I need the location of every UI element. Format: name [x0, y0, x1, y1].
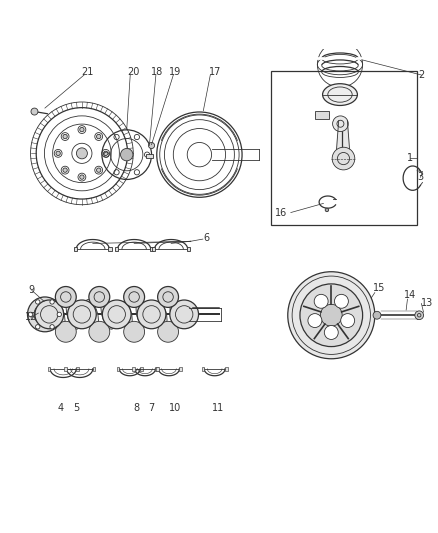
Circle shape — [288, 272, 375, 359]
Circle shape — [325, 208, 328, 212]
Circle shape — [332, 147, 355, 170]
Circle shape — [57, 312, 61, 317]
Circle shape — [158, 287, 179, 308]
Circle shape — [56, 151, 60, 156]
Bar — [271, 71, 417, 225]
Circle shape — [35, 300, 64, 329]
Bar — [225, 367, 228, 370]
Circle shape — [96, 134, 101, 139]
Ellipse shape — [322, 84, 357, 106]
Ellipse shape — [153, 302, 167, 327]
Circle shape — [28, 312, 33, 317]
Bar — [201, 367, 204, 370]
Circle shape — [50, 325, 54, 329]
Bar — [47, 367, 50, 370]
Circle shape — [96, 168, 101, 172]
Circle shape — [335, 294, 348, 308]
Bar — [140, 367, 143, 370]
Circle shape — [55, 321, 76, 342]
Circle shape — [28, 297, 62, 332]
Bar — [150, 247, 153, 251]
Circle shape — [308, 313, 322, 328]
Polygon shape — [336, 120, 350, 156]
Ellipse shape — [119, 302, 132, 327]
Circle shape — [170, 300, 198, 329]
Bar — [187, 247, 190, 251]
Ellipse shape — [51, 300, 65, 329]
Ellipse shape — [136, 302, 150, 327]
Bar — [180, 367, 182, 370]
Ellipse shape — [101, 300, 115, 329]
Text: 17: 17 — [208, 67, 221, 77]
Bar — [74, 247, 77, 251]
Circle shape — [124, 287, 145, 308]
Text: 9: 9 — [29, 286, 35, 295]
Text: 1: 1 — [406, 152, 413, 163]
Text: 14: 14 — [403, 290, 416, 300]
Bar — [146, 154, 153, 158]
Circle shape — [137, 300, 166, 329]
Circle shape — [67, 300, 96, 329]
Circle shape — [148, 142, 155, 149]
Bar — [117, 367, 119, 370]
Text: 12: 12 — [25, 312, 37, 322]
Circle shape — [55, 287, 76, 308]
Circle shape — [89, 321, 110, 342]
Circle shape — [80, 127, 84, 132]
Circle shape — [63, 168, 67, 172]
Circle shape — [324, 326, 338, 340]
Bar — [115, 247, 118, 251]
Bar — [93, 367, 95, 370]
Circle shape — [35, 325, 40, 329]
Text: 3: 3 — [417, 172, 424, 182]
Circle shape — [35, 300, 40, 304]
Text: 15: 15 — [373, 283, 385, 293]
Circle shape — [120, 149, 133, 161]
Text: 16: 16 — [275, 207, 287, 217]
Circle shape — [314, 294, 328, 308]
Circle shape — [103, 151, 108, 156]
Text: 13: 13 — [421, 298, 433, 309]
Circle shape — [63, 134, 67, 139]
Circle shape — [373, 311, 381, 319]
Text: 10: 10 — [170, 403, 182, 413]
Bar — [132, 367, 134, 370]
Circle shape — [300, 284, 363, 346]
Bar — [156, 367, 159, 370]
Text: 5: 5 — [73, 403, 79, 413]
Circle shape — [124, 321, 145, 342]
Text: 8: 8 — [133, 403, 139, 413]
Bar — [315, 111, 329, 119]
Circle shape — [158, 321, 179, 342]
Text: 11: 11 — [212, 403, 224, 413]
Circle shape — [76, 148, 88, 159]
Text: 18: 18 — [151, 67, 163, 77]
Circle shape — [321, 304, 342, 326]
Ellipse shape — [66, 300, 80, 329]
Ellipse shape — [85, 300, 99, 329]
Circle shape — [341, 313, 355, 328]
Text: 21: 21 — [81, 67, 94, 77]
Bar — [109, 247, 112, 251]
Text: 2: 2 — [418, 70, 424, 80]
Circle shape — [80, 175, 84, 179]
Bar — [76, 367, 79, 370]
Circle shape — [415, 311, 424, 320]
Bar — [152, 247, 155, 251]
Text: 4: 4 — [58, 403, 64, 413]
Circle shape — [102, 300, 131, 329]
Ellipse shape — [170, 302, 184, 327]
Text: 20: 20 — [127, 67, 139, 77]
Circle shape — [89, 287, 110, 308]
Circle shape — [332, 116, 348, 132]
Text: 19: 19 — [169, 67, 181, 77]
Bar — [155, 367, 158, 370]
Bar — [64, 367, 67, 370]
Circle shape — [31, 108, 38, 115]
Text: 7: 7 — [148, 403, 155, 413]
Text: 6: 6 — [203, 233, 209, 243]
Circle shape — [50, 300, 54, 304]
